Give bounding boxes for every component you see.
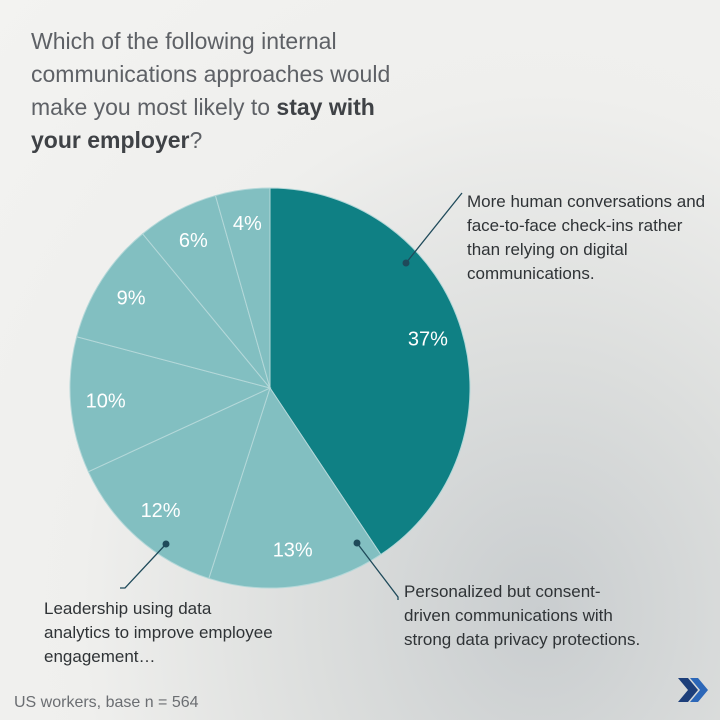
pie-slice: [214, 187, 271, 389]
footnote: US workers, base n = 564: [14, 694, 199, 711]
pie-slice: [69, 336, 272, 473]
chart-title: Which of the following internal communic…: [31, 25, 391, 157]
pie-slice: [76, 233, 272, 389]
data-label: 12%: [141, 500, 181, 522]
data-label: 10%: [86, 391, 126, 413]
title-end: ?: [189, 127, 203, 153]
title-text: Which of the following internal communic…: [31, 28, 391, 120]
callout-dot: [353, 539, 361, 547]
logo: [678, 678, 708, 702]
data-label: 13%: [273, 540, 313, 562]
data-label: 4%: [233, 213, 262, 235]
callout-line: [356, 542, 399, 600]
callout-dot: [402, 259, 410, 267]
data-label: 9%: [117, 287, 146, 309]
title-emphasis: stay with your employer: [31, 94, 375, 153]
callout-dot: [162, 540, 170, 548]
pie: 37% 13% 12% 10% 9% 6% 4%: [69, 187, 471, 589]
callout-dots: [162, 259, 410, 548]
data-label: 37%: [408, 329, 448, 351]
annotation: Leadership using data analytics to impro…: [44, 599, 273, 666]
callout-line: [120, 543, 167, 589]
annotation: More human conversations and face-to-fac…: [467, 192, 706, 283]
logo-chevron: [690, 678, 708, 702]
pie-slice: [208, 386, 382, 589]
callout-lines: [120, 192, 463, 600]
callout-line: [405, 192, 463, 264]
annotation: Personalized but consent-driven communic…: [404, 582, 641, 649]
data-label: 6%: [179, 230, 208, 252]
logo-chevron: [678, 678, 698, 702]
pie-slice: [87, 387, 271, 580]
